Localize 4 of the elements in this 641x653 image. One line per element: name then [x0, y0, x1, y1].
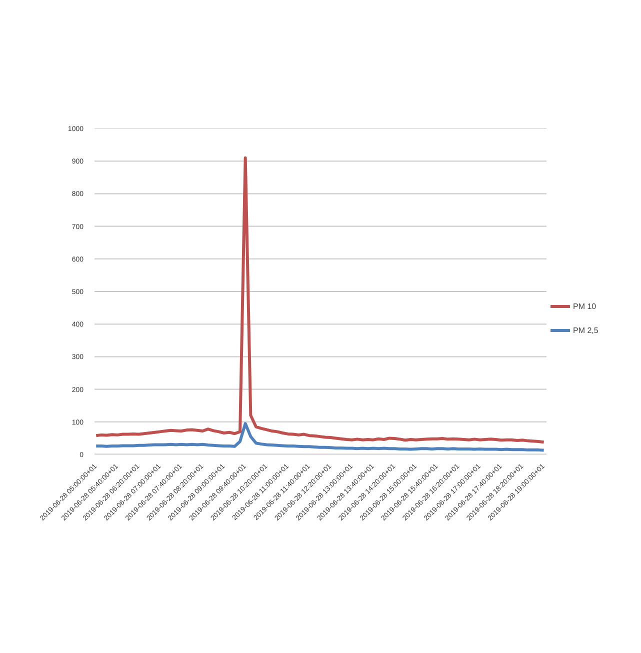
line-series	[94, 422, 546, 452]
line-series	[94, 156, 546, 444]
legend-label: PM 10	[573, 302, 596, 310]
legend-label: PM 2,5	[573, 326, 598, 334]
